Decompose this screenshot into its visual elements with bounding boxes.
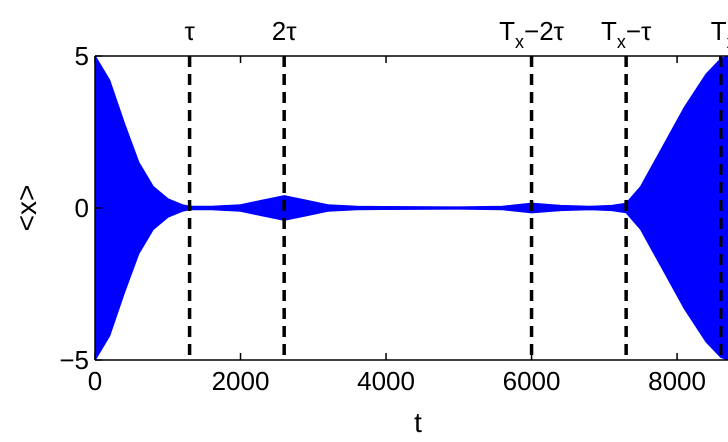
signal-envelope-0 — [95, 56, 728, 360]
plot-area — [95, 56, 728, 360]
x-tick-label: 8000 — [648, 366, 706, 396]
x-tick-label: 0 — [88, 366, 102, 396]
axes — [94, 55, 728, 361]
x-tick-label: 2000 — [212, 366, 270, 396]
marker-label-4: Tx — [711, 16, 728, 52]
marker-label-2: Tx−2τ — [499, 16, 565, 52]
y-tick-label: 5 — [75, 41, 89, 71]
tick-labels: 0 2000 4000 6000 8000−505 — [59, 41, 706, 396]
x-tick-label: 4000 — [357, 366, 415, 396]
marker-label-1: 2τ — [272, 16, 297, 46]
y-tick-label: −5 — [59, 345, 89, 375]
vertical-markers — [187, 56, 723, 360]
x-tick-label: 6000 — [503, 366, 561, 396]
x-axis-label: t — [414, 407, 422, 438]
y-axis-label: <x> — [11, 185, 42, 232]
annotation-labels: τ 2τ Tx−2τ Tx−τ Tx — [184, 16, 728, 52]
y-tick-label: 0 — [75, 193, 89, 223]
marker-label-0: τ — [184, 16, 195, 46]
marker-label-3: Tx−τ — [601, 16, 652, 52]
